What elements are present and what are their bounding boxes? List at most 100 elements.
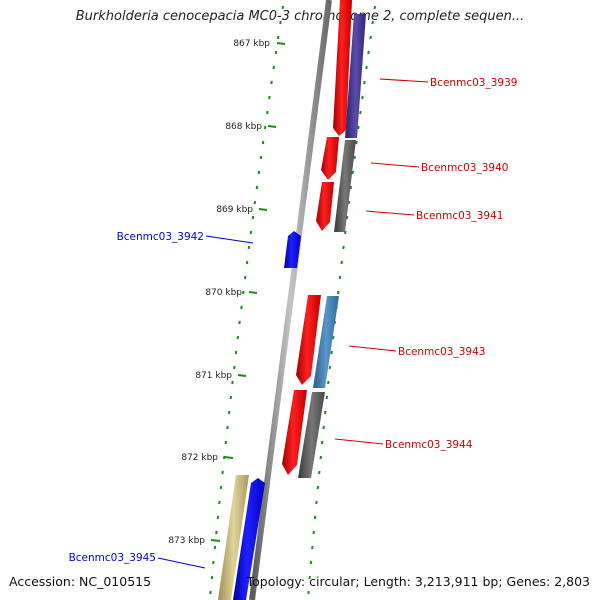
gc-skew-mark [313, 515, 317, 520]
tick-868: 868 kbp [225, 122, 277, 132]
gc-skew-mark [221, 470, 224, 475]
gc-skew-mark [328, 365, 332, 370]
gc-skew-mark [315, 500, 318, 505]
cog-track [218, 14, 366, 600]
gc-skew-mark [245, 260, 249, 265]
gc-skew-mark [361, 95, 364, 100]
tick-872: 872 kbp [181, 453, 234, 463]
map-title: Burkholderia cenocepacia MC0-3 chromosom… [75, 9, 525, 24]
gc-skew-mark [338, 275, 342, 280]
gc-skew-mark [363, 80, 366, 85]
gc-skew-mark [359, 110, 362, 115]
gc-skew-mark [367, 50, 370, 55]
tick-label-872: 872 kbp [181, 453, 218, 463]
gc-skew-mark [215, 530, 218, 535]
gene-3941 [316, 182, 334, 231]
gc-skew-mark [353, 155, 356, 160]
gc-skew-mark [345, 215, 349, 220]
tick-label-868: 868 kbp [225, 122, 262, 132]
gene-label-leaders [157, 78, 429, 569]
gene-3940 [321, 137, 339, 180]
gc-skew-mark [242, 290, 245, 295]
tick-label-873: 873 kbp [168, 536, 205, 546]
gc-skew-mark [210, 575, 214, 580]
gc-skew-mark [213, 545, 217, 550]
gene-3945 [233, 478, 265, 600]
scale-ticks: 867 kbp 868 kbp 869 kbp 870 kbp 871 kbp … [168, 39, 286, 546]
accession-label: Accession: NC_010515 [9, 574, 152, 589]
gc-skew-mark [316, 485, 320, 490]
gc-skew-mark [253, 200, 257, 205]
gc-skew-mark [226, 425, 229, 430]
gc-skew-mark [224, 440, 228, 445]
gc-skew-mark [351, 170, 354, 175]
gc-skew-mark [342, 245, 345, 250]
gc-skew-mark [331, 335, 335, 340]
tick-870: 870 kbp [205, 288, 258, 298]
gc-skew-mark [257, 170, 261, 175]
gc-skew-mark [212, 560, 215, 565]
cog-block-gray-1 [334, 140, 356, 232]
gc-skew-mark [259, 155, 263, 160]
gc-skew-mark [330, 350, 333, 355]
gene-3944 [282, 390, 307, 475]
gc-skew-mark [209, 590, 212, 595]
gc-skew-mark [322, 425, 325, 430]
gc-skew-mark [320, 440, 324, 445]
tick-869: 869 kbp [216, 205, 268, 215]
gc-skew-mark [231, 380, 234, 385]
gc-skew-mark [349, 185, 353, 190]
gc-skew-mark [276, 35, 280, 40]
tick-873: 873 kbp [168, 536, 221, 546]
gc-skew-mark [357, 125, 360, 130]
gc-skew-mark [268, 95, 271, 100]
gc-skew-mark [233, 365, 236, 370]
cog-block-steelblue [313, 296, 339, 388]
gc-skew-mark [216, 515, 220, 520]
gc-skew-mark [319, 455, 322, 460]
gene-3942 [284, 231, 301, 268]
gc-skew-mark [308, 575, 311, 580]
gene-3943 [296, 295, 321, 385]
label-gene-3941: Bcenmc03_3941 [416, 210, 503, 222]
gc-skew-mark [347, 200, 351, 205]
tick-label-870: 870 kbp [205, 288, 242, 298]
gc-skew-mark [307, 590, 310, 595]
gene-labels: Bcenmc03_3939 Bcenmc03_3940 Bcenmc03_394… [69, 77, 518, 564]
gc-skew-mark [270, 80, 273, 85]
forward-genes [282, 0, 352, 475]
gc-skew-mark [327, 380, 330, 385]
gc-skew-mark [279, 20, 282, 25]
gc-skew-mark [243, 275, 247, 280]
gc-skew-mark [371, 20, 374, 25]
gc-skew-mark [325, 395, 329, 400]
gc-skew-mark [227, 410, 231, 415]
gc-skew-mark [218, 500, 221, 505]
gc-skew-mark [247, 245, 251, 250]
gc-skew-mark [229, 395, 233, 400]
gc-skew-mark [309, 560, 313, 565]
gc-skew-mark [365, 65, 368, 70]
genome-summary: Topology: circular; Length: 3,213,911 bp… [246, 574, 590, 589]
gc-skew-mark [255, 185, 259, 190]
tick-label-867: 867 kbp [233, 39, 270, 49]
gc-skew-mark [234, 350, 238, 355]
gc-skew-mark [236, 335, 240, 340]
reverse-genes [233, 231, 301, 600]
gc-skew-mark [249, 230, 253, 235]
tick-871: 871 kbp [195, 371, 247, 381]
gc-skew-mark [274, 50, 278, 55]
gc-skew-mark [311, 545, 314, 550]
gc-skew-mark [263, 125, 267, 130]
gc-skew-mark [272, 65, 276, 70]
label-gene-3944: Bcenmc03_3944 [385, 439, 473, 451]
gc-skew-mark [266, 110, 269, 115]
label-gene-3943: Bcenmc03_3943 [398, 346, 485, 358]
cog-block-khaki [218, 475, 249, 600]
tick-867: 867 kbp [233, 39, 286, 49]
gc-skew-mark [344, 230, 347, 235]
label-gene-3942: Bcenmc03_3942 [117, 231, 204, 243]
gc-skew-mark [312, 530, 315, 535]
label-gene-3945: Bcenmc03_3945 [69, 552, 156, 564]
